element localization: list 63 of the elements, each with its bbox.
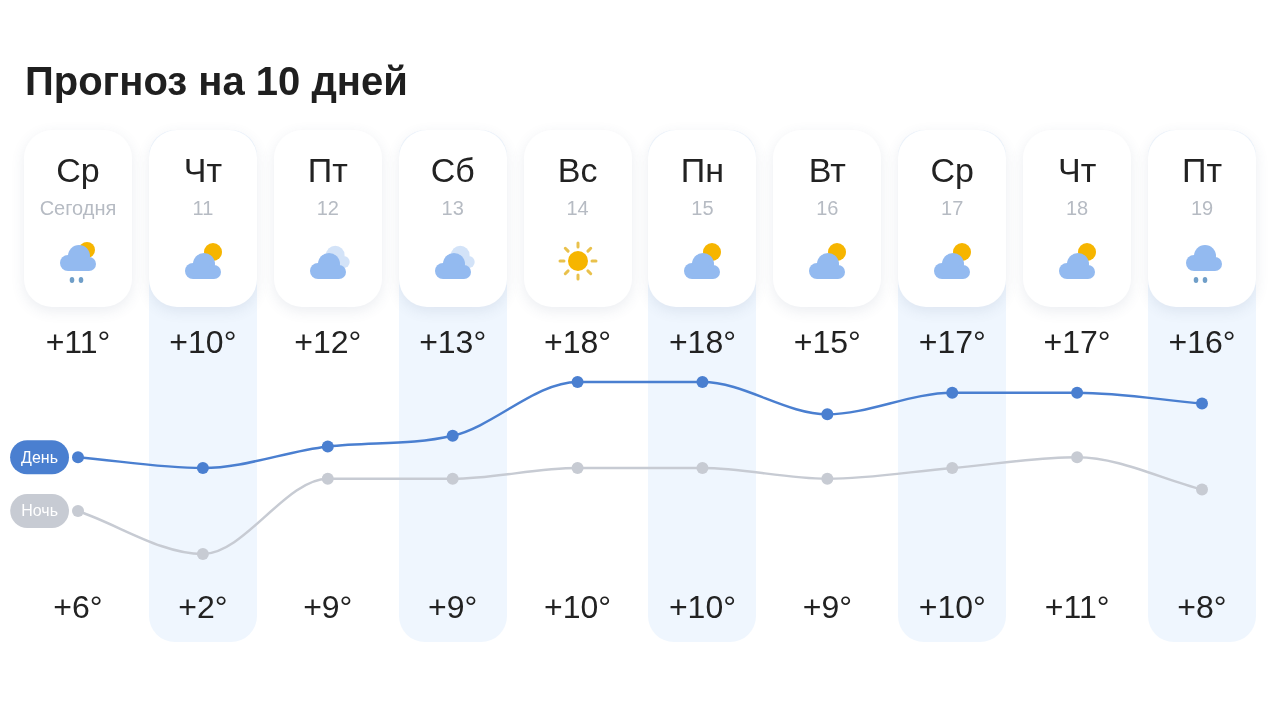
data-label: +9°	[303, 589, 353, 625]
point	[821, 472, 834, 485]
data-label: +9°	[428, 589, 478, 625]
data-label: +13°	[419, 324, 487, 360]
series-label: День	[21, 448, 58, 466]
point	[321, 472, 334, 485]
data-label: +15°	[793, 324, 861, 360]
day-card: Пн 15	[648, 130, 757, 307]
point	[1071, 386, 1084, 399]
data-label: +11°	[45, 324, 111, 360]
point	[571, 462, 584, 474]
data-label: +9°	[802, 589, 852, 625]
data-label: +17°	[1043, 324, 1111, 360]
data-label: +16°	[1168, 324, 1236, 360]
point	[946, 386, 959, 399]
data-label: +18°	[668, 324, 736, 360]
data-label: +12°	[294, 324, 362, 360]
day-card: Пт 12	[273, 130, 382, 307]
point	[446, 429, 459, 442]
x-tick-label: Ср Сегодня	[39, 151, 117, 219]
data-label: +10°	[544, 589, 612, 625]
x-tick-label: Пн 15	[680, 151, 725, 219]
x-tick-label: Пт 19	[1181, 151, 1223, 219]
point	[196, 548, 209, 560]
point	[696, 462, 709, 474]
day-card: Вт 16	[773, 130, 882, 307]
point	[196, 462, 209, 474]
data-label: +6°	[53, 589, 103, 625]
point	[821, 408, 834, 421]
x-tick-label: Чт 11	[183, 151, 222, 219]
day-card: Ср Сегодня	[24, 130, 132, 307]
point	[1196, 483, 1208, 496]
data-label: +11°	[1044, 589, 1110, 625]
day-card: Ср 17	[898, 130, 1007, 307]
point	[321, 440, 334, 453]
point	[1071, 451, 1084, 464]
x-tick-label: Вс 14	[557, 151, 598, 219]
data-label: +10°	[668, 589, 736, 625]
point	[446, 472, 459, 485]
data-label: +18°	[544, 324, 612, 360]
x-tick-label: Сб 13	[430, 151, 475, 219]
point	[1196, 397, 1208, 410]
chart-title: Прогноз на 10 дней	[25, 59, 408, 103]
data-label: +17°	[918, 324, 986, 360]
data-label: +10°	[918, 589, 986, 625]
point	[72, 505, 84, 517]
x-tick-label: Пт 12	[307, 151, 348, 219]
x-tick-label: Ср 17	[930, 151, 974, 219]
x-tick-label: Вт 16	[808, 151, 846, 219]
point	[72, 451, 84, 464]
data-label: +8°	[1177, 589, 1227, 625]
data-label: +10°	[169, 324, 237, 360]
day-card: Чт 18	[1023, 130, 1132, 307]
day-card: Пт 19	[1148, 130, 1256, 307]
day-card: Вс 14	[523, 130, 632, 307]
series-label: Ночь	[21, 502, 58, 520]
day-card: Чт 11	[148, 130, 257, 307]
data-label: +2°	[178, 589, 228, 625]
point	[946, 462, 959, 474]
day-card: Сб 13	[398, 130, 507, 307]
point	[696, 376, 709, 388]
point	[571, 376, 584, 388]
x-tick-label: Чт 18	[1057, 151, 1097, 219]
